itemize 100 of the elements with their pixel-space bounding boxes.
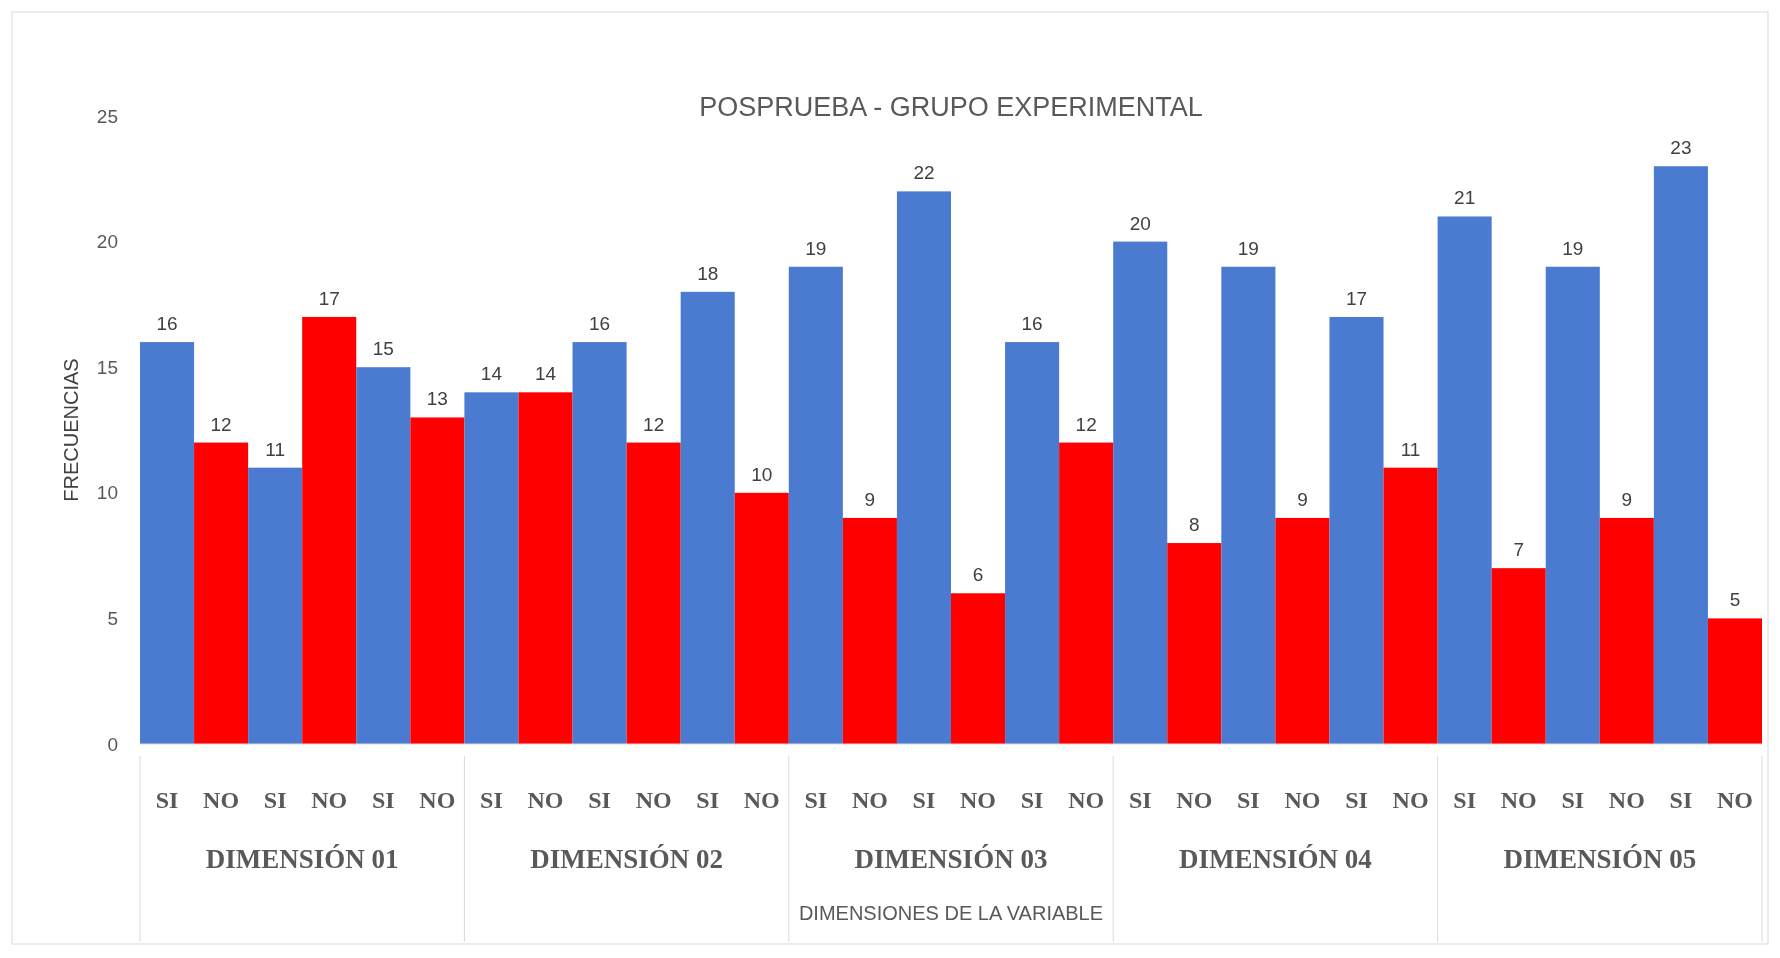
x-tick-label: NO bbox=[851, 787, 888, 813]
bar bbox=[1437, 216, 1492, 744]
data-label: 17 bbox=[318, 287, 340, 309]
bar bbox=[1329, 316, 1384, 744]
text: DIMENSIÓN 05 bbox=[1503, 844, 1697, 874]
bar bbox=[1383, 467, 1438, 744]
x-tick-label: SI bbox=[804, 787, 828, 813]
data-label: 19 bbox=[1237, 237, 1259, 259]
data-label: 6 bbox=[972, 564, 984, 586]
bar bbox=[248, 467, 303, 744]
x-tick-label: NO bbox=[1500, 787, 1537, 813]
bar bbox=[1167, 543, 1222, 744]
x-tick-label: NO bbox=[527, 787, 564, 813]
data-label: 16 bbox=[1021, 313, 1043, 335]
x-tick-label: NO bbox=[1608, 787, 1645, 813]
x-tick-label: SI bbox=[1345, 787, 1368, 813]
bar bbox=[518, 392, 573, 744]
x-tick-label: NO bbox=[1392, 787, 1429, 813]
data-label: 14 bbox=[480, 363, 503, 385]
x-tick-label: SI bbox=[480, 787, 503, 813]
x-tick-label: NO bbox=[419, 787, 456, 813]
bar bbox=[896, 191, 951, 744]
x-tick-label: NO bbox=[960, 787, 997, 813]
data-label: 20 bbox=[1129, 212, 1151, 234]
data-label: 22 bbox=[913, 162, 935, 184]
bar bbox=[1599, 517, 1654, 744]
data-label: 16 bbox=[156, 313, 178, 335]
x-tick-label: SI bbox=[263, 787, 287, 813]
bar bbox=[140, 342, 195, 744]
bar bbox=[464, 392, 519, 744]
x-tick-label: SI bbox=[588, 787, 611, 813]
bar bbox=[356, 367, 411, 744]
data-label: 12 bbox=[1075, 413, 1097, 435]
bar bbox=[842, 517, 897, 744]
bar bbox=[680, 291, 735, 744]
bar bbox=[788, 266, 843, 744]
bar bbox=[1221, 266, 1276, 744]
bar bbox=[1275, 517, 1330, 744]
data-label: 15 bbox=[372, 338, 394, 360]
bar bbox=[1113, 241, 1168, 744]
data-label: 21 bbox=[1454, 187, 1476, 209]
data-label: 12 bbox=[210, 413, 232, 435]
data-label: 23 bbox=[1670, 137, 1692, 159]
x-tick-label: SI bbox=[1128, 787, 1152, 813]
chart-title: POSPRUEBA - GRUPO EXPERIMENTAL bbox=[699, 92, 1203, 122]
bar bbox=[951, 593, 1006, 744]
y-tick-label: 10 bbox=[96, 482, 118, 504]
x-tick-label: NO bbox=[1284, 787, 1321, 813]
bar bbox=[626, 442, 681, 744]
x-tick-label: NO bbox=[1068, 787, 1105, 813]
data-label: 9 bbox=[1621, 488, 1633, 510]
text: DIMENSIÓN 04 bbox=[1179, 844, 1372, 874]
x-tick-label: SI bbox=[912, 787, 936, 813]
data-label: 11 bbox=[265, 438, 286, 460]
bar bbox=[1707, 618, 1762, 744]
text: DIMENSIÓN 01 bbox=[205, 844, 399, 874]
bar bbox=[410, 417, 465, 744]
x-tick-label: SI bbox=[1669, 787, 1693, 813]
x-tick-label: SI bbox=[371, 787, 395, 813]
x-tick-label: SI bbox=[1453, 787, 1476, 813]
x-tick-label: SI bbox=[1237, 787, 1260, 813]
x-tick-label: SI bbox=[1561, 787, 1585, 813]
bar bbox=[572, 342, 627, 744]
x-tick-label: NO bbox=[1716, 787, 1753, 813]
bar bbox=[1005, 342, 1060, 744]
x-tick-label: NO bbox=[635, 787, 672, 813]
data-label: 18 bbox=[697, 262, 719, 284]
data-label: 12 bbox=[643, 413, 665, 435]
x-tick-label: NO bbox=[311, 787, 348, 813]
bar bbox=[1491, 568, 1546, 744]
data-label: 16 bbox=[589, 313, 611, 335]
text: DIMENSIÓN 03 bbox=[854, 844, 1048, 874]
data-label: 19 bbox=[1562, 237, 1584, 259]
data-label: 5 bbox=[1729, 589, 1741, 611]
data-label: 7 bbox=[1513, 539, 1524, 561]
data-label: 8 bbox=[1189, 514, 1200, 536]
y-tick-label: 5 bbox=[107, 608, 118, 630]
data-label: 9 bbox=[864, 488, 876, 510]
bar bbox=[734, 492, 789, 744]
x-tick-label: SI bbox=[696, 787, 720, 813]
x-tick-label: NO bbox=[203, 787, 240, 813]
y-tick-label: 25 bbox=[96, 105, 118, 127]
y-axis-title: FRECUENCIAS bbox=[60, 358, 82, 502]
data-label: 11 bbox=[1400, 438, 1421, 460]
x-tick-label: NO bbox=[1176, 787, 1213, 813]
y-tick-label: 15 bbox=[96, 356, 118, 378]
data-label: 10 bbox=[751, 463, 773, 485]
x-tick-label: SI bbox=[155, 787, 179, 813]
bar bbox=[302, 316, 357, 744]
bar bbox=[1059, 442, 1114, 744]
y-tick-label: 20 bbox=[96, 231, 118, 253]
data-label: 13 bbox=[426, 388, 448, 410]
bar bbox=[194, 442, 249, 744]
data-label: 14 bbox=[534, 363, 557, 385]
bar bbox=[1545, 266, 1600, 744]
text: DIMENSIÓN 02 bbox=[530, 844, 723, 874]
x-tick-label: NO bbox=[743, 787, 780, 813]
data-label: 19 bbox=[805, 237, 827, 259]
x-axis-title: DIMENSIONES DE LA VARIABLE bbox=[798, 902, 1104, 924]
x-tick-label: SI bbox=[1020, 787, 1044, 813]
